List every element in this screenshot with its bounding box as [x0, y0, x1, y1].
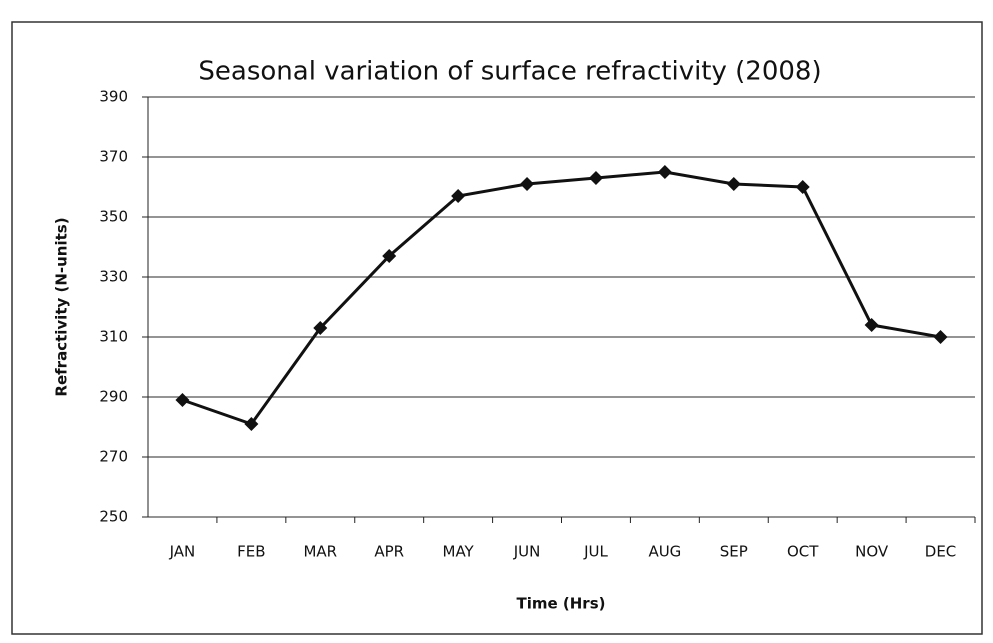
x-tick-label: AUG [648, 543, 681, 561]
x-tick-label: MAY [443, 543, 475, 561]
data-point [313, 321, 328, 335]
x-tick-label: NOV [855, 543, 889, 561]
x-tick-label: APR [374, 543, 404, 561]
x-tick-label: SEP [720, 543, 748, 561]
data-point [657, 165, 672, 179]
y-tick-label: 330 [99, 268, 128, 286]
chart-title: Seasonal variation of surface refractivi… [198, 57, 821, 87]
x-tick-label: FEB [237, 543, 265, 561]
data-point [588, 171, 603, 185]
data-point [795, 180, 810, 194]
x-tick-label: JAN [169, 543, 196, 561]
data-line [181, 170, 941, 426]
data-point [175, 393, 190, 407]
x-tick-label: DEC [925, 543, 957, 561]
y-axis-label: Refractivity (N-units) [53, 217, 71, 396]
data-point [451, 189, 466, 203]
x-tick-label: MAR [303, 543, 337, 561]
data-point [244, 417, 259, 431]
y-tick-label: 270 [99, 448, 128, 466]
x-tick-label: JUL [583, 543, 608, 561]
data-point [933, 330, 948, 344]
data-point [382, 249, 397, 263]
data-point [726, 177, 741, 191]
y-tick-label: 310 [99, 328, 128, 346]
x-axis-label: Time (Hrs) [517, 595, 606, 613]
y-tick-label: 250 [99, 508, 128, 526]
chart-border [11, 21, 983, 635]
x-tick-label: JUN [513, 543, 541, 561]
data-point [520, 177, 535, 191]
y-tick-label: 290 [99, 388, 128, 406]
y-tick-label: 350 [99, 208, 128, 226]
x-tick-label: OCT [787, 543, 819, 561]
y-tick-label: 370 [99, 148, 128, 166]
y-tick-label: 390 [99, 88, 128, 106]
data-point [864, 318, 879, 332]
